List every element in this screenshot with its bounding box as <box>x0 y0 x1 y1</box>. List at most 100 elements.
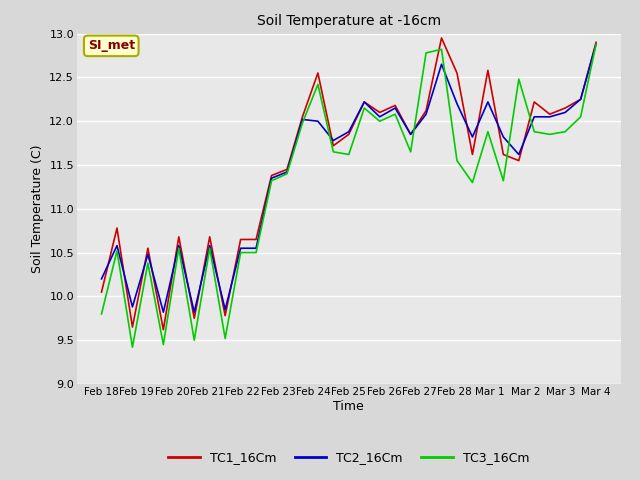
TC3_16Cm <box>98 311 106 317</box>
TC1_16Cm <box>221 313 229 319</box>
TC2_16Cm <box>376 114 383 120</box>
TC1_16Cm <box>113 225 121 231</box>
TC2_16Cm <box>531 114 538 120</box>
TC3_16Cm <box>144 260 152 266</box>
TC3_16Cm <box>268 178 275 184</box>
TC3_16Cm <box>515 76 523 82</box>
Line: TC1_16Cm: TC1_16Cm <box>102 38 596 330</box>
TC1_16Cm <box>98 289 106 295</box>
TC3_16Cm <box>592 41 600 47</box>
TC1_16Cm <box>376 109 383 115</box>
TC2_16Cm <box>159 309 167 315</box>
Line: TC3_16Cm: TC3_16Cm <box>102 44 596 347</box>
TC1_16Cm <box>268 173 275 179</box>
TC1_16Cm <box>191 315 198 321</box>
Legend: TC1_16Cm, TC2_16Cm, TC3_16Cm: TC1_16Cm, TC2_16Cm, TC3_16Cm <box>163 446 534 469</box>
TC3_16Cm <box>330 149 337 155</box>
TC3_16Cm <box>531 129 538 134</box>
TC3_16Cm <box>360 105 368 111</box>
TC1_16Cm <box>515 158 523 164</box>
TC1_16Cm <box>175 234 182 240</box>
TC2_16Cm <box>144 252 152 257</box>
TC2_16Cm <box>113 243 121 249</box>
X-axis label: Time: Time <box>333 399 364 412</box>
TC2_16Cm <box>98 276 106 282</box>
TC2_16Cm <box>237 245 244 251</box>
Text: SI_met: SI_met <box>88 39 135 52</box>
TC2_16Cm <box>577 96 584 102</box>
TC2_16Cm <box>407 132 415 137</box>
TC3_16Cm <box>221 336 229 341</box>
TC3_16Cm <box>175 245 182 251</box>
TC1_16Cm <box>592 39 600 45</box>
TC3_16Cm <box>314 82 322 87</box>
TC3_16Cm <box>577 114 584 120</box>
TC2_16Cm <box>422 111 430 117</box>
TC3_16Cm <box>345 152 353 157</box>
TC1_16Cm <box>438 35 445 41</box>
TC3_16Cm <box>484 129 492 134</box>
TC1_16Cm <box>237 237 244 242</box>
TC2_16Cm <box>191 309 198 315</box>
TC1_16Cm <box>546 111 554 117</box>
TC3_16Cm <box>376 119 383 124</box>
TC2_16Cm <box>515 152 523 157</box>
TC3_16Cm <box>191 337 198 343</box>
TC2_16Cm <box>221 307 229 312</box>
TC2_16Cm <box>499 134 507 140</box>
TC1_16Cm <box>577 96 584 102</box>
Line: TC2_16Cm: TC2_16Cm <box>102 44 596 312</box>
TC2_16Cm <box>453 101 461 107</box>
TC2_16Cm <box>561 109 569 115</box>
TC2_16Cm <box>391 105 399 111</box>
TC2_16Cm <box>484 99 492 105</box>
TC1_16Cm <box>484 68 492 73</box>
TC2_16Cm <box>268 175 275 181</box>
TC3_16Cm <box>391 111 399 117</box>
TC2_16Cm <box>438 61 445 67</box>
TC1_16Cm <box>159 327 167 333</box>
TC1_16Cm <box>360 99 368 105</box>
TC2_16Cm <box>468 134 476 140</box>
TC1_16Cm <box>391 103 399 108</box>
TC1_16Cm <box>422 108 430 114</box>
Title: Soil Temperature at -16cm: Soil Temperature at -16cm <box>257 14 441 28</box>
TC3_16Cm <box>407 149 415 155</box>
TC1_16Cm <box>206 234 214 240</box>
TC2_16Cm <box>314 119 322 124</box>
TC1_16Cm <box>345 132 353 137</box>
TC2_16Cm <box>252 245 260 251</box>
TC3_16Cm <box>206 245 214 251</box>
TC1_16Cm <box>468 152 476 157</box>
TC3_16Cm <box>546 132 554 137</box>
Y-axis label: Soil Temperature (C): Soil Temperature (C) <box>31 144 44 273</box>
TC3_16Cm <box>299 120 307 126</box>
TC2_16Cm <box>299 117 307 122</box>
TC1_16Cm <box>299 114 307 120</box>
TC2_16Cm <box>175 243 182 249</box>
TC1_16Cm <box>499 152 507 157</box>
TC1_16Cm <box>283 167 291 172</box>
TC3_16Cm <box>468 180 476 185</box>
TC2_16Cm <box>330 138 337 144</box>
TC3_16Cm <box>237 250 244 255</box>
TC1_16Cm <box>314 70 322 76</box>
TC3_16Cm <box>113 248 121 254</box>
TC1_16Cm <box>531 99 538 105</box>
TC3_16Cm <box>129 344 136 350</box>
TC1_16Cm <box>144 245 152 251</box>
TC1_16Cm <box>330 143 337 149</box>
TC2_16Cm <box>345 129 353 134</box>
TC1_16Cm <box>453 70 461 76</box>
TC1_16Cm <box>561 105 569 111</box>
TC2_16Cm <box>546 114 554 120</box>
TC1_16Cm <box>407 132 415 137</box>
TC1_16Cm <box>252 237 260 242</box>
TC2_16Cm <box>206 243 214 249</box>
TC2_16Cm <box>129 304 136 310</box>
TC3_16Cm <box>561 129 569 134</box>
TC2_16Cm <box>592 41 600 47</box>
TC1_16Cm <box>129 324 136 330</box>
TC3_16Cm <box>283 171 291 177</box>
TC3_16Cm <box>159 342 167 348</box>
